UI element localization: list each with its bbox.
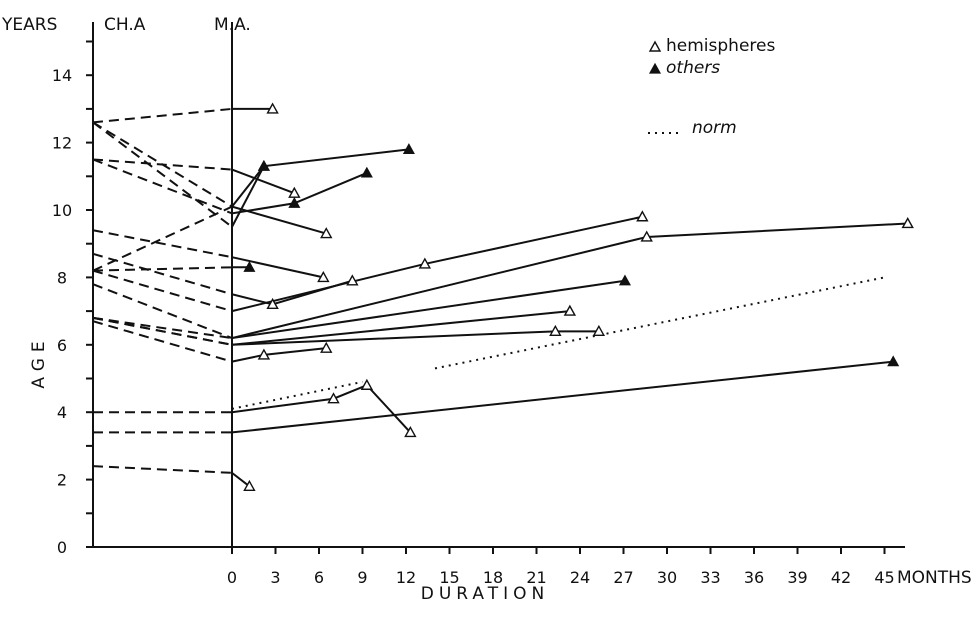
- y-tick-label: 4: [57, 403, 67, 422]
- hemispheres-marker: [320, 227, 333, 239]
- cha-to-ma-line: [92, 320, 233, 363]
- patient-followup-line: [231, 279, 353, 306]
- others-marker: [288, 197, 301, 208]
- cha-to-ma-line: [92, 266, 233, 272]
- patient-followup-line: [231, 205, 327, 235]
- cha-to-ma-line: [92, 316, 233, 340]
- others-marker: [360, 166, 373, 178]
- x-tick-label: 6: [314, 568, 324, 587]
- patient-followup-line: [231, 165, 265, 228]
- cha-to-ma-line: [92, 316, 233, 346]
- hemispheres-marker: [640, 230, 653, 242]
- hemispheres-marker: [563, 304, 577, 316]
- x-tick-label: 15: [439, 568, 459, 587]
- cha-to-ma-line: [92, 158, 233, 215]
- others-marker: [618, 274, 631, 286]
- patient-followup-line: [231, 215, 643, 313]
- y-tick-label: 6: [57, 336, 67, 355]
- legend-hemispheres-marker: [648, 40, 662, 52]
- patient-followup-line: [231, 360, 894, 434]
- x-tick-label: 27: [613, 568, 633, 587]
- x-tick-label: 18: [483, 568, 503, 587]
- hemispheres-marker: [317, 270, 330, 283]
- x-tick-label: 39: [787, 568, 807, 587]
- cha-to-ma-line: [92, 158, 233, 171]
- x-tick-label: 42: [831, 568, 851, 587]
- chart-axes: [92, 22, 905, 548]
- patient-followup-line: [231, 256, 324, 279]
- patient-followup-line: [231, 222, 908, 340]
- patient-followup-line: [231, 330, 599, 346]
- x-tick-label: 24: [570, 568, 590, 587]
- x-tick-label: 45: [874, 568, 894, 587]
- legend-others-label: others: [666, 58, 720, 78]
- cha-to-ma-line: [92, 269, 233, 313]
- y-tick-label: 14: [52, 66, 72, 85]
- y-tick-label: 8: [57, 268, 67, 287]
- norm-line: [434, 276, 885, 370]
- legend: hemispheres others norm: [648, 36, 775, 138]
- legend-others-marker: [648, 62, 662, 74]
- x-axis-label: DURATION: [421, 584, 549, 604]
- chart-markers: [243, 102, 914, 492]
- cha-to-ma-line: [92, 107, 233, 124]
- cha-column-label: CH.A: [104, 15, 146, 35]
- hemispheres-marker: [636, 210, 649, 222]
- cha-to-ma-line: [92, 121, 233, 228]
- hemispheres-marker: [360, 378, 374, 390]
- others-marker: [243, 261, 256, 272]
- hemispheres-marker: [901, 217, 914, 229]
- legend-norm-label: norm: [692, 118, 737, 138]
- cha-to-ma-line: [92, 205, 233, 272]
- chart-series: [92, 107, 908, 488]
- x-tick-label: 33: [700, 568, 720, 587]
- ma-column-label: M.A.: [214, 15, 251, 35]
- patient-followup-line: [231, 347, 327, 363]
- patient-followup-line: [231, 384, 412, 434]
- hemispheres-marker: [418, 257, 432, 269]
- hemispheres-marker: [320, 341, 333, 353]
- hemispheres-marker: [327, 392, 340, 404]
- x-tick-label: 3: [270, 568, 280, 587]
- x-tick-label: 0: [227, 568, 237, 587]
- x-tick-label: 9: [357, 568, 367, 587]
- cha-to-ma-line: [92, 229, 233, 259]
- hemispheres-marker: [266, 102, 279, 114]
- y-tick-label: 2: [57, 471, 67, 490]
- others-marker: [887, 355, 900, 367]
- hemispheres-marker: [404, 425, 417, 438]
- x-units-label: MONTHS: [897, 568, 972, 588]
- norm-line: [231, 380, 363, 410]
- cha-to-ma-line: [92, 283, 233, 339]
- hemispheres-marker: [592, 324, 606, 337]
- patient-followup-line: [231, 279, 626, 340]
- x-tick-label: 21: [526, 568, 546, 587]
- hemispheres-marker: [257, 348, 271, 360]
- y-tick-label: 10: [52, 201, 72, 220]
- y-units-label: YEARS: [1, 15, 57, 35]
- y-axis-label: AGE: [29, 335, 49, 388]
- y-tick-label: 12: [52, 134, 72, 153]
- x-tick-label: 36: [744, 568, 764, 587]
- y-tick-label: 0: [57, 538, 67, 557]
- hemispheres-marker: [346, 274, 359, 286]
- hemispheres-marker: [266, 297, 279, 310]
- cha-to-ma-line: [92, 465, 233, 474]
- others-marker: [257, 159, 270, 171]
- cha-to-ma-line: [92, 252, 233, 296]
- legend-hemispheres-label: hemispheres: [666, 36, 775, 56]
- patient-followup-line: [231, 168, 295, 195]
- patient-followup-line: [231, 472, 251, 488]
- hemispheres-marker: [243, 479, 256, 492]
- patient-followup-line: [231, 310, 570, 346]
- others-marker: [402, 143, 415, 154]
- x-tick-label: 30: [657, 568, 677, 587]
- x-tick-label: 12: [396, 568, 416, 587]
- hemispheres-marker: [549, 324, 562, 337]
